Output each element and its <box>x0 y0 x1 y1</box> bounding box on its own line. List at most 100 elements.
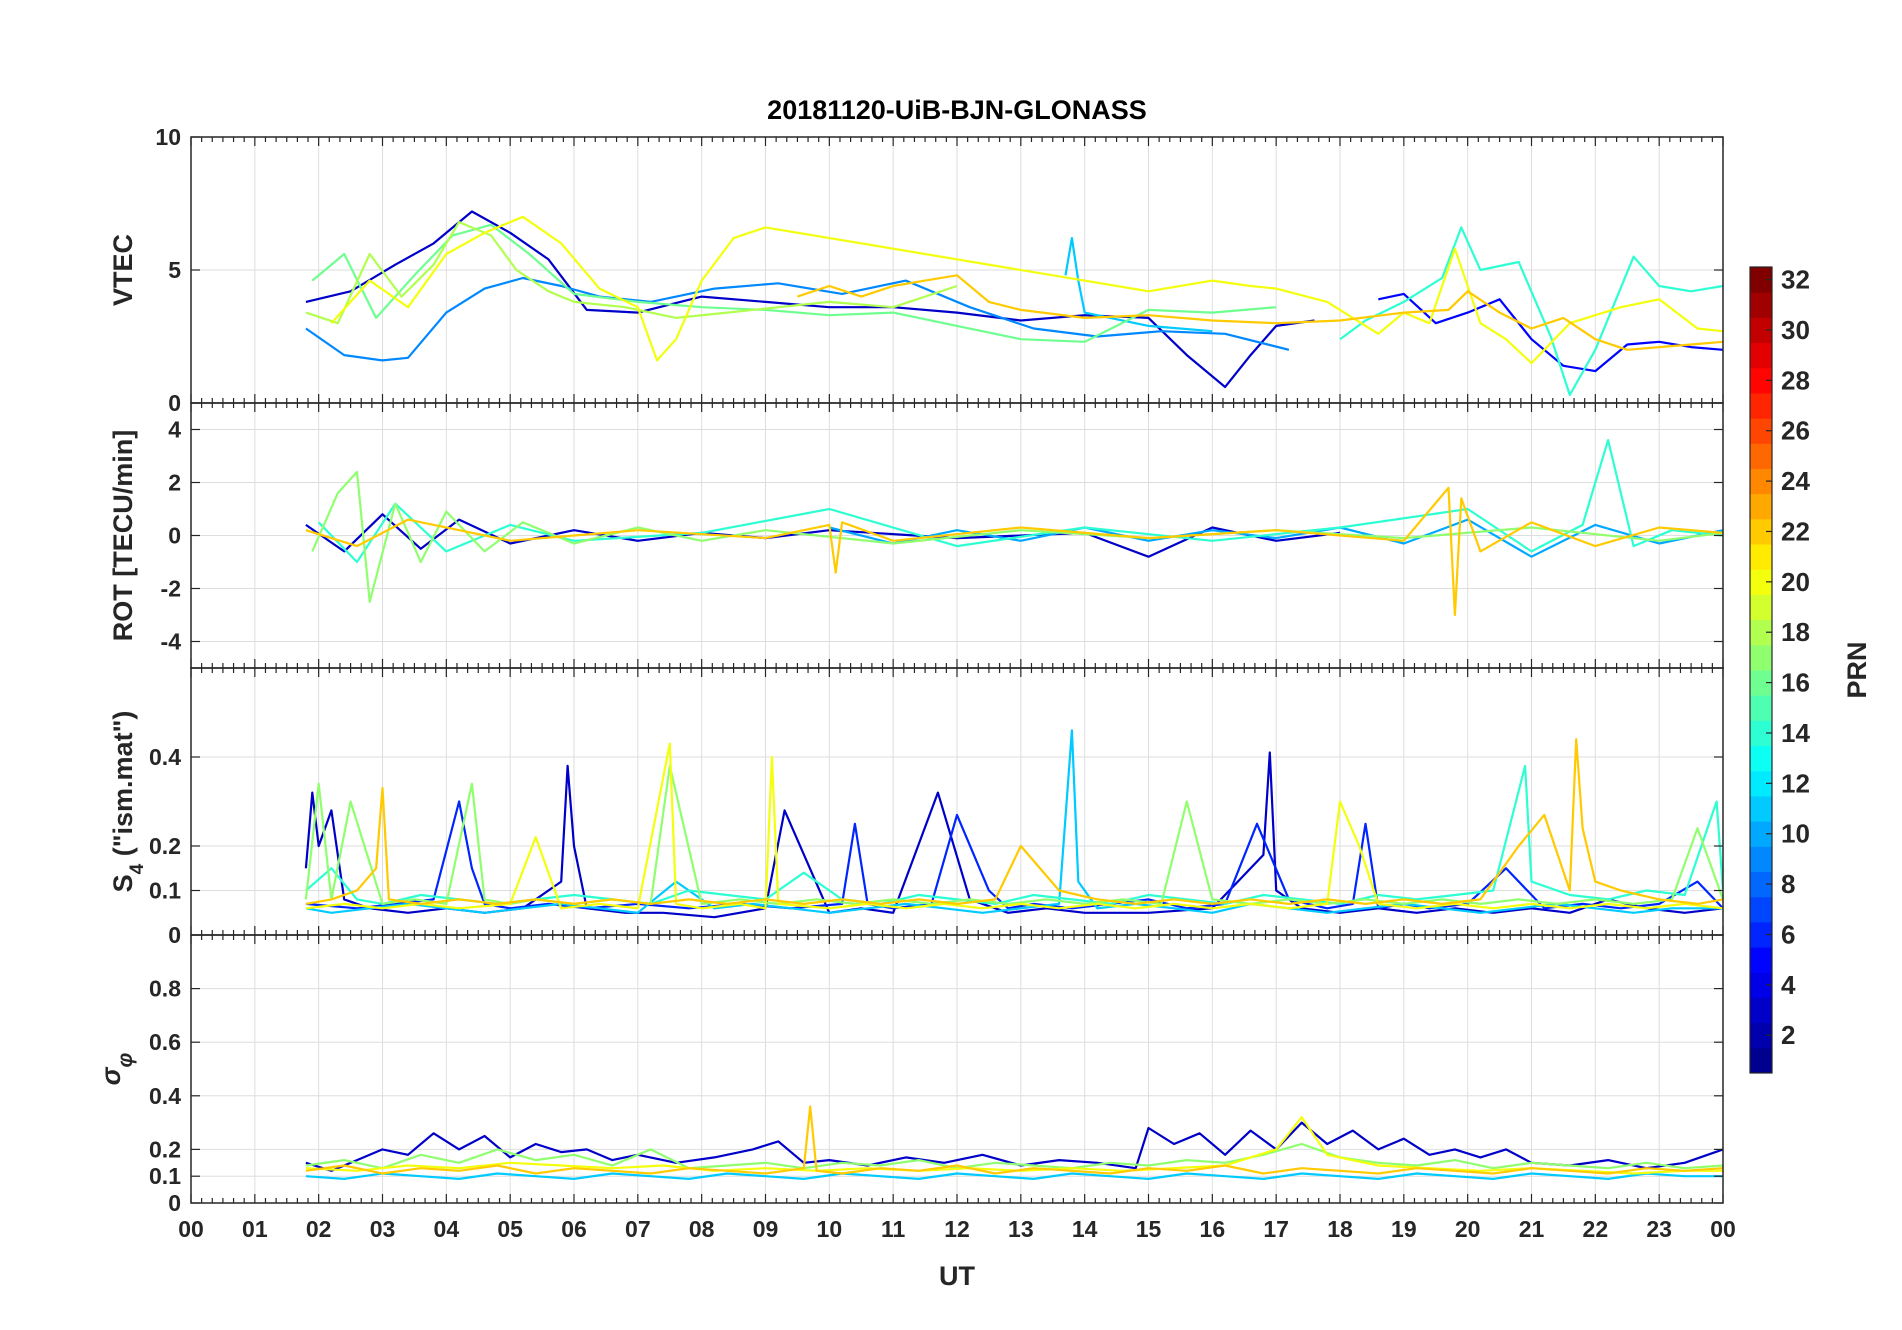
colorbar-tick-label: 4 <box>1781 970 1796 1000</box>
colorbar-segment <box>1750 594 1772 621</box>
colorbar-segment <box>1750 670 1772 696</box>
series-line-prn-11 <box>305 1172 1723 1181</box>
x-tick-label: 02 <box>306 1216 332 1242</box>
y-axis-label: S4 ("ism.mat") <box>108 711 148 893</box>
x-tick-label: 01 <box>242 1216 268 1242</box>
series-group <box>305 210 1723 397</box>
x-tick-label: 11 <box>881 1216 906 1242</box>
colorbar-segment <box>1750 418 1772 444</box>
colorbar-segment <box>1750 846 1772 872</box>
colorbar-segment <box>1750 1022 1772 1049</box>
colorbar-segment <box>1750 619 1772 646</box>
colorbar-segment <box>1750 997 1772 1024</box>
colorbar-segment <box>1750 821 1772 847</box>
colorbar-segment <box>1750 342 1772 369</box>
y-axis-label: ROT [TECU/min] <box>108 430 138 641</box>
chart-title: 20181120-UiB-BJN-GLONASS <box>767 95 1147 125</box>
y-tick-label: 0.8 <box>149 976 181 1002</box>
x-tick-label: 00 <box>178 1216 204 1242</box>
series-line-prn-20 <box>330 215 1723 365</box>
x-tick-label: 17 <box>1263 1216 1289 1242</box>
x-tick-label: 19 <box>1391 1216 1417 1242</box>
y-tick-label: 0.4 <box>149 1083 181 1109</box>
colorbar-tick-label: 26 <box>1781 416 1810 446</box>
x-tick-label: 18 <box>1327 1216 1353 1242</box>
y-tick-label: 0.4 <box>149 744 181 770</box>
panel-4: 00.10.2 0.4 0.6 0.8 σφ 00 01 02 03 04 05 06 07 08 09 10… <box>96 934 1736 1242</box>
x-tick-label: 15 <box>1136 1216 1162 1242</box>
series-line-prn-17 <box>305 1142 1723 1170</box>
y-tick-label: 0.2 <box>149 833 181 859</box>
colorbar-tick-label: 22 <box>1781 516 1810 546</box>
series-line-prn-16 <box>311 223 1277 343</box>
colorbar-tick-label: 18 <box>1781 617 1810 647</box>
series-line-prn-22 <box>305 486 1723 617</box>
series-line-prn-14 <box>317 439 1723 564</box>
colorbar-segment <box>1750 947 1772 973</box>
colorbar-segment <box>1750 644 1772 671</box>
colorbar-segment <box>1750 770 1772 797</box>
colorbar-tick-label: 20 <box>1781 567 1810 597</box>
x-tick-label: 22 <box>1583 1216 1609 1242</box>
y-tick-label: 5 <box>168 257 181 283</box>
colorbar-tick-label: 8 <box>1781 869 1795 899</box>
colorbar-segment <box>1750 292 1772 318</box>
x-tick-label: 07 <box>625 1216 651 1242</box>
x-tick-label: 10 <box>817 1216 843 1242</box>
series-line-prn-11 <box>1064 237 1213 333</box>
colorbar-segment <box>1750 972 1772 998</box>
x-tick-label: 12 <box>944 1216 970 1242</box>
colorbar-segment <box>1750 468 1772 495</box>
series-line-prn-18 <box>305 221 958 325</box>
x-tick-label: 16 <box>1200 1216 1226 1242</box>
colorbar-segment <box>1750 518 1772 545</box>
x-tick-label: 23 <box>1646 1216 1672 1242</box>
colorbar-segment <box>1750 896 1772 923</box>
series-group <box>305 439 1723 617</box>
x-tick-label: 00 <box>1710 1216 1736 1242</box>
y-tick-label: 0 <box>168 922 181 948</box>
colorbar-segment <box>1750 544 1772 570</box>
colorbar-segment <box>1750 267 1772 293</box>
y-tick-label: 0 <box>168 523 181 549</box>
y-tick-label: 0 <box>168 390 181 416</box>
colorbar-segment <box>1750 795 1772 822</box>
series-group <box>304 729 1723 919</box>
series-line-prn-22 <box>305 1105 1723 1175</box>
series-line-prn-20 <box>305 742 1723 910</box>
series-line-prn-17 <box>304 764 1723 906</box>
x-axis-label: UT <box>939 1261 975 1291</box>
series-line-prn-14 <box>1339 226 1723 397</box>
colorbar-segment <box>1750 1047 1772 1074</box>
series-line-prn-9 <box>305 276 1290 362</box>
y-tick-label: 4 <box>168 417 181 443</box>
x-tick-label: 21 <box>1519 1216 1545 1242</box>
y-tick-label: 0 <box>168 1190 181 1216</box>
colorbar-tick-label: 28 <box>1781 365 1810 395</box>
colorbar-label: PRN <box>1842 641 1872 698</box>
y-tick-label: -4 <box>161 629 182 655</box>
y-tick-label: -2 <box>161 576 181 602</box>
colorbar-frame <box>1749 266 1773 1074</box>
series-line-prn-22 <box>797 274 1723 351</box>
colorbar-segment <box>1750 720 1772 747</box>
x-tick-label: 08 <box>689 1216 715 1242</box>
x-tick-label: 05 <box>497 1216 523 1242</box>
x-tick-label: 13 <box>1008 1216 1034 1242</box>
colorbar-tick-label: 32 <box>1781 265 1810 295</box>
colorbar-segment <box>1750 695 1772 721</box>
colorbar: 32 30 28 26 24 22 20 18 16 14 12 10 8 6 4 2 PRN <box>1749 265 1872 1074</box>
x-tick-label: 09 <box>753 1216 779 1242</box>
colorbar-tick-label: 16 <box>1781 668 1810 698</box>
panel-2: -4 -2 0 2 4 ROT [TECU/min] <box>108 402 1724 669</box>
colorbar-segment <box>1750 745 1772 772</box>
colorbar-tick-label: 14 <box>1781 718 1810 748</box>
y-tick-label: 2 <box>168 470 181 496</box>
x-tick-label: 20 <box>1455 1216 1481 1242</box>
series-group <box>305 1105 1723 1181</box>
y-tick-label: 0.6 <box>149 1029 181 1055</box>
colorbar-tick-label: 6 <box>1781 919 1795 949</box>
series-line-prn-17 <box>311 470 1723 603</box>
series-line-prn-22 <box>305 738 1723 906</box>
